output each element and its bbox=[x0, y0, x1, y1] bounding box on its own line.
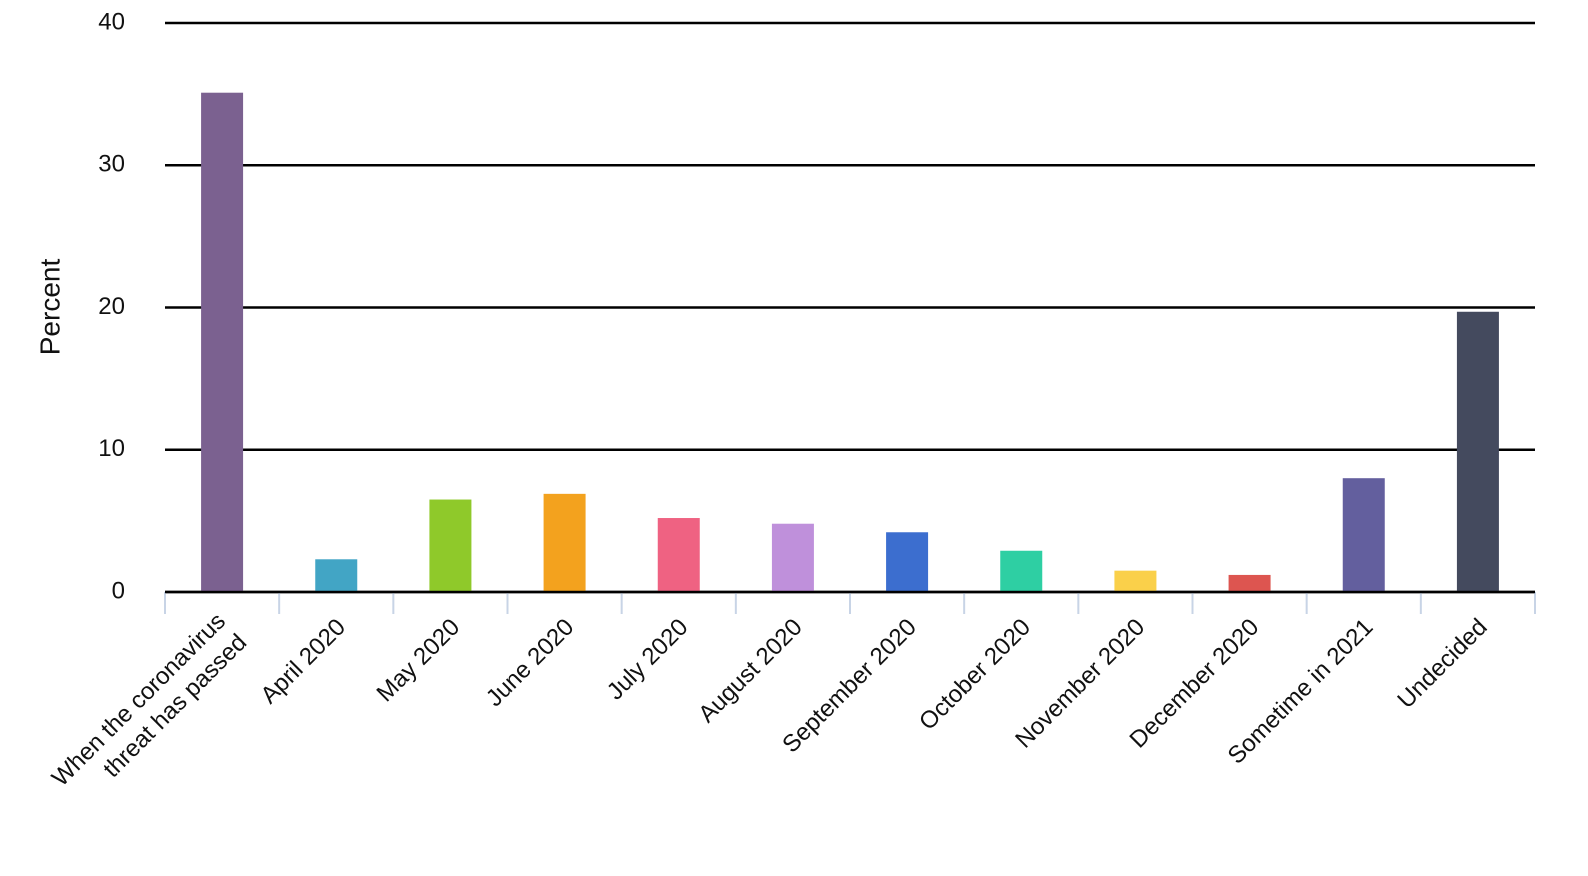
x-tick-label: October 2020 bbox=[914, 614, 1036, 736]
bar bbox=[657, 518, 700, 592]
x-tick-label: April 2020 bbox=[255, 614, 351, 710]
bar bbox=[1000, 550, 1043, 592]
x-tick-label: May 2020 bbox=[372, 614, 466, 708]
bar bbox=[429, 499, 472, 592]
y-tick-label: 10 bbox=[98, 435, 125, 462]
bar bbox=[315, 559, 358, 592]
x-tick-label: August 2020 bbox=[693, 614, 807, 728]
bar bbox=[1342, 478, 1385, 592]
bar bbox=[771, 523, 814, 592]
bar bbox=[1456, 311, 1499, 592]
bar bbox=[1228, 574, 1271, 592]
bar bbox=[201, 92, 244, 592]
x-tick-label: July 2020 bbox=[602, 614, 694, 706]
y-tick-label: 40 bbox=[98, 8, 125, 35]
bar bbox=[543, 493, 586, 592]
y-tick-label: 0 bbox=[112, 577, 125, 604]
y-tick-label: 20 bbox=[98, 293, 125, 320]
bar bbox=[886, 532, 929, 592]
y-axis-label: Percent bbox=[34, 259, 65, 356]
x-tick-label: June 2020 bbox=[481, 614, 579, 712]
x-tick-label: Undecided bbox=[1392, 614, 1492, 714]
bar bbox=[1114, 570, 1157, 592]
x-tick-label: When the coronavirusthreat has passed bbox=[47, 608, 252, 813]
y-tick-label: 30 bbox=[98, 151, 125, 178]
